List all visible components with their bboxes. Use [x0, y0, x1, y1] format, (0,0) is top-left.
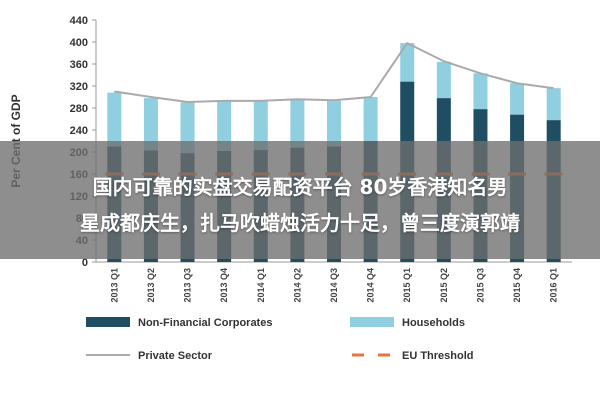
y-tick-label: 280 — [70, 103, 88, 115]
y-tick-label: 400 — [70, 37, 88, 49]
x-tick-label: 2015 Q1 — [402, 268, 412, 303]
x-tick-label: 2016 Q1 — [549, 268, 559, 303]
x-tick-label: 2013 Q4 — [219, 268, 229, 303]
legend-label-eu-threshold: EU Threshold — [402, 350, 474, 362]
x-tick-label: 2014 Q3 — [329, 268, 339, 303]
legend-swatch-non-financial-corporates — [86, 317, 130, 327]
bar-households — [143, 98, 158, 151]
x-tick-label: 2014 Q4 — [366, 268, 376, 303]
caption-overlay: 国内可靠的实盘交易配资平台 80岁香港知名男 星成都庆生，扎马吹蜡烛活力十足，曾… — [0, 141, 600, 259]
y-tick-label: 240 — [70, 125, 88, 137]
bar-households — [253, 101, 268, 150]
bar-households — [290, 99, 305, 148]
bar-households — [436, 61, 451, 99]
bar-households — [180, 102, 195, 154]
y-tick-label: 440 — [70, 15, 88, 27]
legend-label-non-financial-corporates: Non-Financial Corporates — [138, 317, 272, 329]
legend-label-households: Households — [402, 317, 465, 329]
x-tick-label: 2013 Q1 — [109, 268, 119, 303]
x-tick-label: 2015 Q3 — [475, 268, 485, 303]
bar-households — [107, 92, 122, 147]
y-tick-label: 0 — [82, 257, 88, 269]
x-tick-label: 2014 Q2 — [292, 268, 302, 303]
bar-households — [510, 83, 525, 115]
caption-line-2: 星成都庆生，扎马吹蜡烛活力十足，曾三度演郭靖 — [80, 211, 520, 235]
x-tick-label: 2014 Q1 — [256, 268, 266, 303]
bar-households — [546, 88, 561, 121]
bar-households — [217, 101, 232, 151]
private-sector-line — [114, 41, 554, 103]
legend-label-private-sector: Private Sector — [138, 350, 213, 362]
y-tick-label: 360 — [70, 59, 88, 71]
y-tick-label: 320 — [70, 81, 88, 93]
x-tick-label: 2015 Q4 — [512, 268, 522, 303]
bar-households — [473, 73, 488, 110]
bar-households — [363, 97, 378, 141]
x-tick-label: 2013 Q3 — [183, 268, 193, 303]
bar-households — [327, 100, 341, 147]
x-tick-label: 2015 Q2 — [439, 268, 449, 303]
x-tick-label: 2013 Q2 — [146, 268, 156, 303]
legend-swatch-households — [350, 317, 394, 327]
bar-households — [400, 43, 415, 82]
caption-line-1: 国内可靠的实盘交易配资平台 80岁香港知名男 — [92, 175, 508, 199]
